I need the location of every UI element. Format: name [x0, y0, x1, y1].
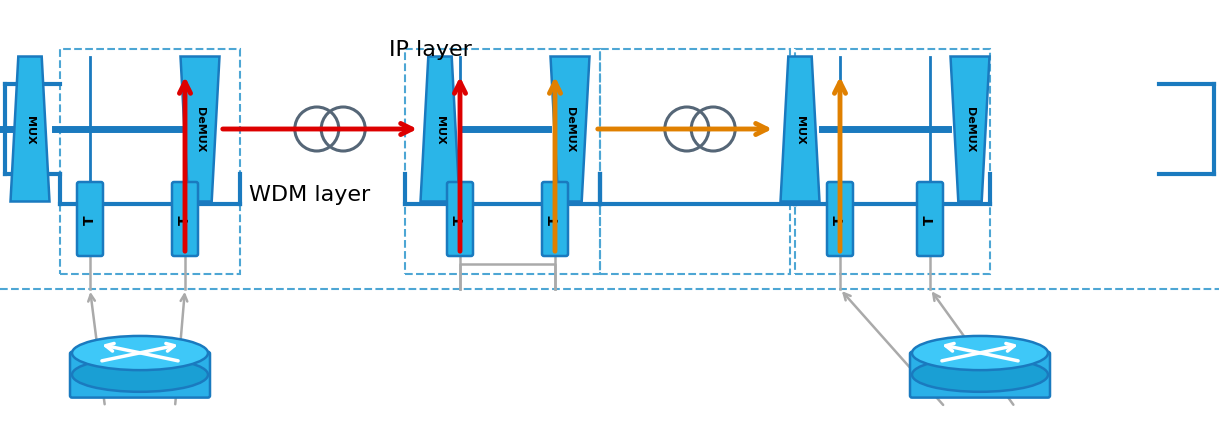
Ellipse shape — [72, 358, 208, 392]
Text: T: T — [549, 215, 562, 224]
Polygon shape — [551, 57, 590, 202]
Text: MUX: MUX — [435, 116, 445, 144]
Text: MUX: MUX — [26, 116, 35, 144]
FancyBboxPatch shape — [172, 183, 197, 256]
FancyBboxPatch shape — [69, 352, 210, 398]
Text: DeMUX: DeMUX — [965, 107, 975, 152]
Polygon shape — [421, 57, 460, 202]
Text: DeMUX: DeMUX — [564, 107, 575, 152]
FancyBboxPatch shape — [917, 183, 944, 256]
Text: T: T — [83, 215, 98, 224]
Text: T: T — [833, 215, 847, 224]
Ellipse shape — [912, 336, 1048, 370]
FancyBboxPatch shape — [911, 352, 1050, 398]
Text: WDM layer: WDM layer — [250, 184, 371, 205]
Polygon shape — [180, 57, 219, 202]
Text: T: T — [453, 215, 467, 224]
Ellipse shape — [72, 336, 208, 370]
FancyBboxPatch shape — [542, 183, 568, 256]
Text: T: T — [178, 215, 193, 224]
Polygon shape — [951, 57, 990, 202]
Text: DeMUX: DeMUX — [195, 107, 205, 152]
FancyBboxPatch shape — [77, 183, 102, 256]
Bar — [600, 50, 790, 274]
Text: MUX: MUX — [795, 116, 805, 144]
Ellipse shape — [912, 358, 1048, 392]
Polygon shape — [11, 57, 50, 202]
Text: T: T — [923, 215, 937, 224]
Bar — [405, 50, 600, 274]
FancyBboxPatch shape — [447, 183, 473, 256]
FancyBboxPatch shape — [826, 183, 853, 256]
Polygon shape — [780, 57, 819, 202]
Bar — [795, 50, 990, 274]
Text: IP layer: IP layer — [389, 40, 472, 60]
Bar — [60, 50, 240, 274]
